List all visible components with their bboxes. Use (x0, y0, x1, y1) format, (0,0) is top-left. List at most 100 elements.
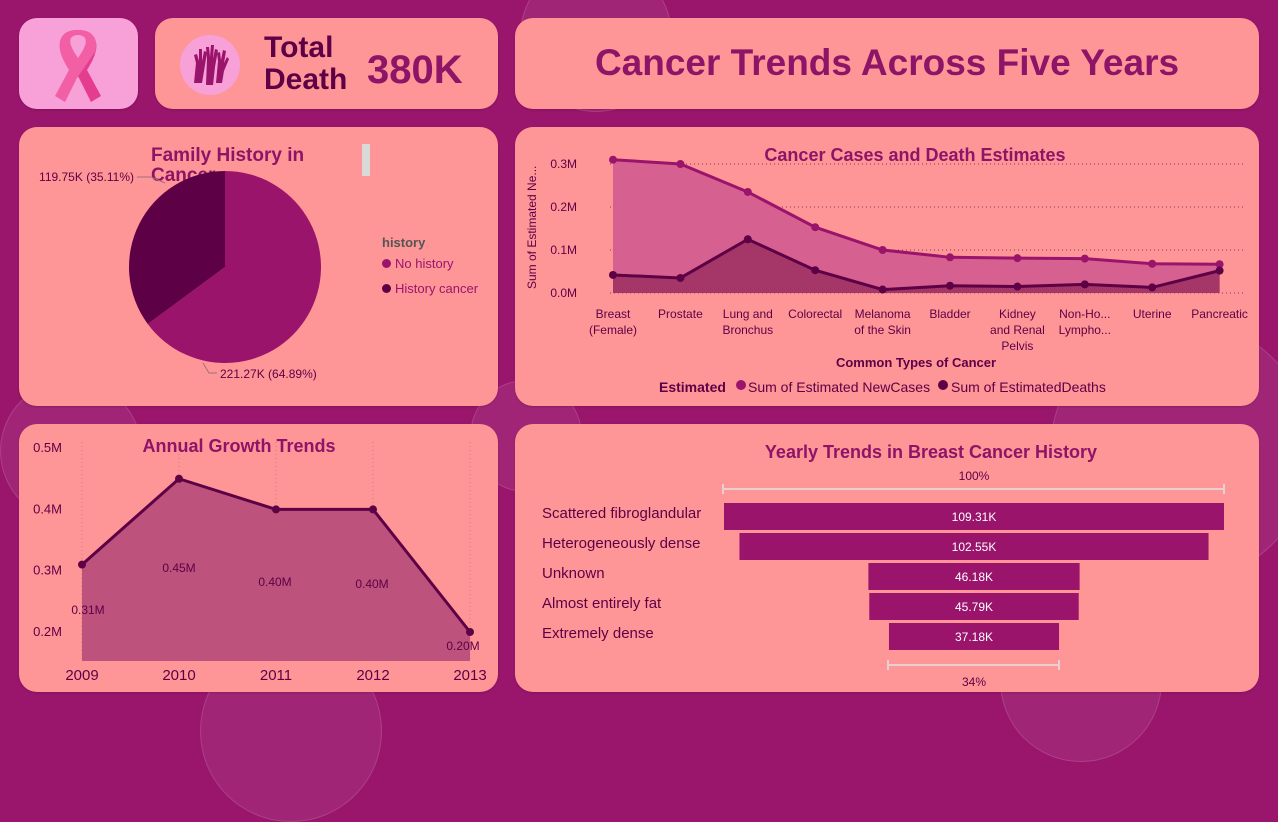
point-deaths[interactable] (609, 270, 617, 279)
funnel-bar-value: 102.55K (952, 540, 997, 554)
funnel-bar[interactable] (869, 593, 1079, 620)
point-newcases[interactable] (743, 187, 752, 196)
point-deaths[interactable] (811, 266, 820, 275)
point-newcases[interactable] (609, 155, 617, 164)
funnel-bar-value: 46.18K (955, 570, 993, 584)
point-deaths[interactable] (1215, 266, 1224, 275)
total-death-label: Total Death (264, 32, 347, 96)
page-title: Cancer Trends Across Five Years (594, 42, 1180, 83)
point-newcases[interactable] (1080, 254, 1089, 263)
x-tick-label: and Renal (990, 323, 1045, 337)
funnel-bar[interactable] (868, 563, 1080, 590)
breast-history-card[interactable]: Yearly Trends in Breast Cancer History 1… (515, 424, 1259, 692)
point-deaths[interactable] (1080, 280, 1089, 289)
growth-data-label: 0.40M (258, 575, 291, 589)
cases-deaths-xlabel: Common Types of Cancer (836, 355, 996, 370)
line-deaths (612, 237, 1220, 292)
pie-slice-no-history[interactable] (147, 171, 321, 363)
y-tick-label: 0.3M (550, 157, 577, 171)
x-tick-label: Lung and (723, 307, 773, 321)
pie-label-leader (137, 176, 166, 184)
breast-history-funnel[interactable]: Yearly Trends in Breast Cancer History 1… (515, 424, 1259, 692)
y-tick-label: 0.4M (33, 501, 62, 516)
total-death-card: Total Death 380K (155, 18, 498, 109)
x-tick-label: Melanoma (855, 307, 911, 321)
funnel-bar-value: 45.79K (955, 600, 993, 614)
growth-data-label: 0.20M (446, 639, 479, 653)
x-tick-label: 2013 (453, 667, 486, 684)
point-deaths[interactable] (878, 285, 887, 294)
pie-legend-label: No history (395, 256, 454, 271)
y-tick-label: 0.2M (33, 624, 62, 639)
family-history-card[interactable]: Family History in Cancer 119.75K (35.11%… (19, 127, 498, 406)
growth-point[interactable] (175, 474, 183, 483)
x-tick-label: of the Skin (854, 323, 911, 337)
raised-hands-icon (180, 35, 240, 95)
pie-legend-item-history-cancer[interactable]: History cancer (382, 281, 478, 296)
funnel-category-label: Extremely dense (542, 625, 654, 642)
point-newcases[interactable] (1013, 254, 1022, 263)
x-tick-label: Uterine (1133, 307, 1172, 321)
family-history-title-line1: Family History in (151, 145, 305, 166)
funnel-bar-value: 109.31K (952, 510, 997, 524)
cases-deaths-chart[interactable]: Cancer Cases and Death Estimates 0.0M 0.1… (515, 127, 1259, 406)
cases-deaths-legend-newcases[interactable]: Sum of Estimated NewCases (748, 379, 930, 395)
cases-deaths-legend-deaths[interactable]: Sum of EstimatedDeaths (951, 379, 1106, 395)
family-history-pie[interactable]: 119.75K (35.11%) 221.27K (64.89%) (19, 127, 498, 406)
point-newcases[interactable] (1215, 260, 1224, 269)
pie-legend-item-no-history[interactable]: No history (382, 256, 478, 271)
cases-deaths-card[interactable]: Cancer Cases and Death Estimates 0.0M 0.1… (515, 127, 1259, 406)
pie-label-history-cancer: 119.75K (35.11%) (39, 170, 134, 184)
x-tick-label: Kidney (999, 307, 1036, 321)
point-newcases[interactable] (878, 246, 887, 254)
cases-deaths-ylabel: Sum of Estimated Ne... (525, 166, 539, 289)
pie-label-no-history: 221.27K (64.89%) (220, 367, 317, 381)
legend-dot-icon (382, 284, 391, 293)
total-death-label-line1: Total (264, 31, 334, 64)
point-deaths[interactable] (1148, 283, 1157, 292)
breast-history-title: Yearly Trends in Breast Cancer History (765, 442, 1097, 462)
x-tick-label: 2012 (356, 667, 389, 684)
pie-legend: history No history History cancer (382, 235, 478, 296)
annual-growth-title: Annual Growth Trends (142, 436, 335, 456)
x-tick-label: Lympho... (1059, 323, 1111, 337)
x-tick-label: Breast (596, 307, 631, 321)
point-deaths[interactable] (946, 281, 954, 290)
total-death-label-line2: Death (264, 63, 348, 96)
growth-point[interactable] (78, 560, 86, 569)
annual-growth-chart[interactable]: 0.2M 0.3M 0.4M 0.5M 2009 2010 2011 2012 2013 0.3… (19, 424, 498, 692)
point-newcases[interactable] (811, 223, 820, 232)
funnel-bottom-percent: 34% (962, 675, 986, 689)
point-newcases[interactable] (946, 253, 954, 262)
funnel-bar-value: 37.18K (955, 630, 993, 644)
total-death-value: 380K (367, 48, 463, 92)
pink-ribbon-icon (55, 30, 101, 102)
growth-point[interactable] (369, 505, 377, 514)
growth-point[interactable] (466, 628, 474, 636)
legend-dot-icon (382, 259, 391, 268)
pie-slice-history-cancer[interactable] (129, 171, 225, 324)
logo-card (19, 18, 138, 109)
y-tick-label: 0.0M (550, 286, 577, 300)
cases-deaths-legend-title: Estimated (659, 379, 726, 395)
x-tick-label: Non-Ho... (1059, 307, 1110, 321)
annual-growth-card[interactable]: 0.2M 0.3M 0.4M 0.5M 2009 2010 2011 2012 2013 0.3… (19, 424, 498, 692)
y-tick-label: 0.3M (33, 563, 62, 578)
scrollbar-handle[interactable] (362, 144, 370, 176)
point-deaths[interactable] (743, 235, 752, 244)
pie-legend-label: History cancer (395, 281, 479, 296)
point-deaths[interactable] (1013, 282, 1022, 291)
point-deaths[interactable] (676, 273, 685, 282)
funnel-bar[interactable] (724, 503, 1224, 530)
growth-point[interactable] (272, 505, 280, 514)
x-tick-label: Bronchus (722, 323, 773, 337)
x-tick-label: 2011 (260, 667, 292, 684)
growth-area (82, 478, 470, 661)
point-newcases[interactable] (1148, 259, 1157, 268)
funnel-bar[interactable] (739, 533, 1209, 560)
funnel-bar[interactable] (888, 623, 1060, 650)
point-newcases[interactable] (676, 160, 685, 168)
funnel-top-percent: 100% (959, 469, 990, 483)
funnel-category-label: Scattered fibroglandular (542, 505, 701, 522)
growth-data-label: 0.31M (71, 603, 104, 617)
